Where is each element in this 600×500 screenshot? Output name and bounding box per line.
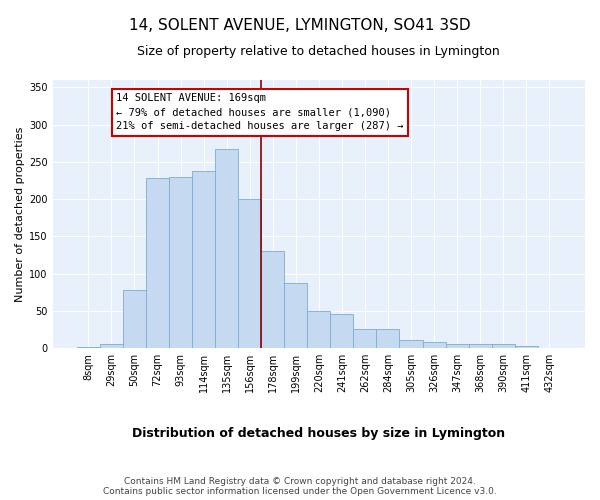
Bar bbox=[446, 344, 469, 348]
Bar bbox=[422, 342, 446, 348]
Bar bbox=[100, 344, 123, 348]
Bar bbox=[238, 199, 261, 348]
Title: Size of property relative to detached houses in Lymington: Size of property relative to detached ho… bbox=[137, 45, 500, 58]
Bar bbox=[169, 177, 192, 348]
Bar bbox=[284, 284, 307, 348]
X-axis label: Distribution of detached houses by size in Lymington: Distribution of detached houses by size … bbox=[132, 427, 505, 440]
Bar bbox=[515, 346, 538, 348]
Bar bbox=[376, 330, 400, 348]
Bar bbox=[491, 344, 515, 348]
Text: 14, SOLENT AVENUE, LYMINGTON, SO41 3SD: 14, SOLENT AVENUE, LYMINGTON, SO41 3SD bbox=[129, 18, 471, 32]
Text: 14 SOLENT AVENUE: 169sqm
← 79% of detached houses are smaller (1,090)
21% of sem: 14 SOLENT AVENUE: 169sqm ← 79% of detach… bbox=[116, 94, 404, 132]
Bar bbox=[353, 330, 376, 348]
Text: Contains public sector information licensed under the Open Government Licence v3: Contains public sector information licen… bbox=[103, 488, 497, 496]
Bar bbox=[146, 178, 169, 348]
Bar bbox=[123, 290, 146, 348]
Bar bbox=[215, 149, 238, 348]
Bar bbox=[77, 346, 100, 348]
Bar bbox=[261, 250, 284, 348]
Bar bbox=[192, 171, 215, 348]
Text: Contains HM Land Registry data © Crown copyright and database right 2024.: Contains HM Land Registry data © Crown c… bbox=[124, 478, 476, 486]
Bar bbox=[400, 340, 422, 348]
Y-axis label: Number of detached properties: Number of detached properties bbox=[15, 126, 25, 302]
Bar bbox=[307, 311, 331, 348]
Bar bbox=[331, 314, 353, 348]
Bar bbox=[469, 344, 491, 348]
